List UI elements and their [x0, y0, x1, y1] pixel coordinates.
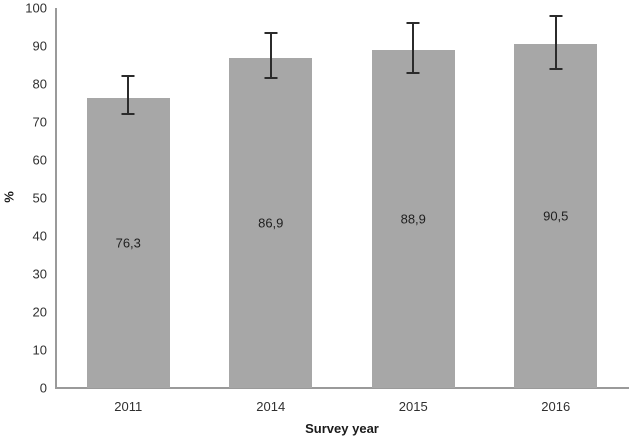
- error-bar-cap-bottom: [406, 71, 420, 74]
- y-axis-tick-label: 10: [32, 342, 47, 358]
- y-axis-tick-label: 0: [39, 380, 47, 396]
- bar: [371, 50, 455, 388]
- bar-value-label: 88,9: [400, 211, 426, 227]
- error-bar-cap-top: [406, 22, 420, 25]
- x-axis-category-label: 2016: [541, 399, 571, 414]
- error-bar: [269, 32, 272, 79]
- bar-value-label: 86,9: [258, 215, 284, 231]
- y-axis-tick-label: 40: [32, 228, 47, 244]
- error-bar: [127, 76, 130, 115]
- y-axis-tick-label: 60: [32, 152, 47, 168]
- bar: [514, 44, 598, 388]
- x-axis-category-label: 2014: [256, 399, 286, 414]
- y-axis-tick-label: 100: [25, 0, 47, 16]
- y-axis-title: %: [1, 191, 17, 203]
- y-axis-tick-label: 90: [32, 38, 47, 54]
- y-axis-tick-label: 30: [32, 266, 47, 282]
- y-axis-tick-label: 20: [32, 304, 47, 320]
- error-bar-cap-top: [264, 31, 278, 34]
- y-axis-line: [55, 8, 57, 388]
- error-bar-cap-bottom: [549, 67, 563, 70]
- x-axis-category-label: 2015: [398, 399, 428, 414]
- y-axis-tick-label: 50: [32, 190, 47, 206]
- x-axis-title: Survey year: [305, 421, 379, 436]
- error-bar: [412, 23, 415, 73]
- error-bar-cap-top: [121, 75, 135, 78]
- x-axis-line: [55, 387, 629, 389]
- error-bar-cap-top: [549, 14, 563, 17]
- x-axis-category-label: 2011: [114, 399, 143, 414]
- bar: [86, 98, 170, 388]
- error-bar-cap-bottom: [264, 77, 278, 80]
- bar: [229, 57, 313, 388]
- bar-value-label: 76,3: [115, 235, 141, 251]
- error-bar: [554, 15, 557, 69]
- bar-value-label: 90,5: [543, 208, 569, 224]
- y-axis-tick-label: 80: [32, 76, 47, 92]
- error-bar-cap-bottom: [121, 113, 135, 116]
- y-axis-tick-label: 70: [32, 114, 47, 130]
